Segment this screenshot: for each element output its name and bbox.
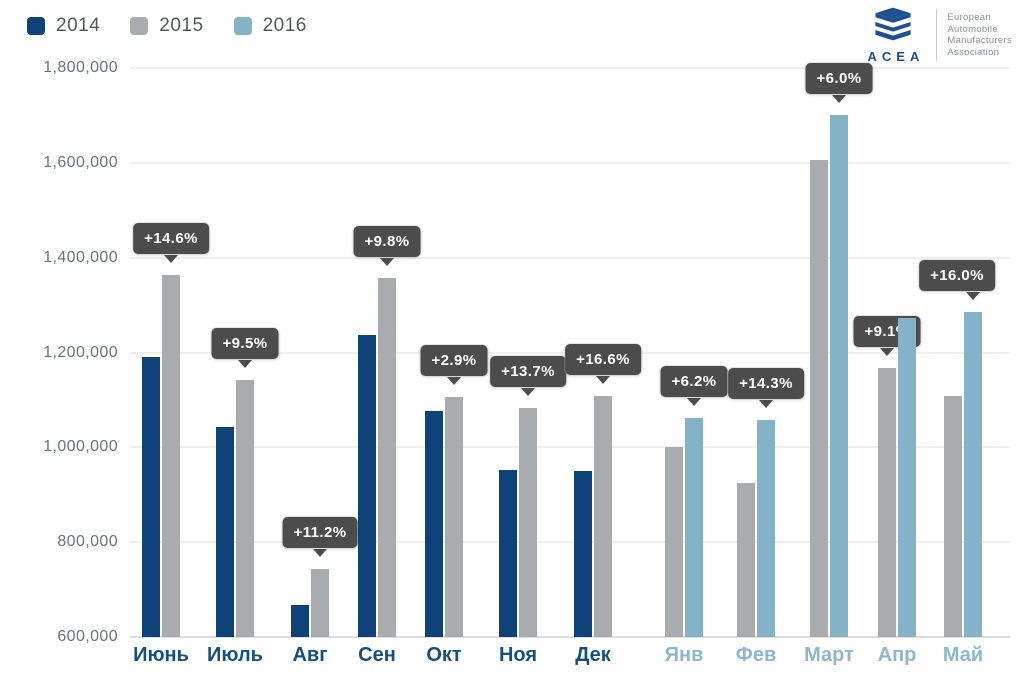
change-tooltip: +14.3% xyxy=(728,368,804,400)
y-tick-label: 600,000 xyxy=(57,628,118,645)
change-tooltip: +9.5% xyxy=(211,328,279,360)
bar-Апр-2016[interactable] xyxy=(898,317,916,637)
y-tick-label: 1,800,000 xyxy=(43,59,118,76)
logo-divider xyxy=(936,9,938,61)
tooltip-pointer xyxy=(164,254,178,263)
change-tooltip: +11.2% xyxy=(282,517,358,549)
bar-Март-2015[interactable] xyxy=(810,160,828,637)
acea-full-name: European Automobile Manufacturers Associ… xyxy=(947,12,1012,58)
x-axis-label-Фев: Фев xyxy=(735,644,777,666)
bar-Май-2015[interactable] xyxy=(944,396,962,637)
acea-logo: ACEA European Automobile Manufacturers A… xyxy=(863,6,1012,64)
legend-item-2015[interactable]: 2015 xyxy=(130,15,203,37)
tooltip-pointer xyxy=(832,94,846,103)
y-tick-label: 800,000 xyxy=(57,533,118,551)
bar-Окт-2015[interactable] xyxy=(445,396,463,637)
y-tick-label: 1,400,000 xyxy=(43,248,118,266)
tooltip-pointer xyxy=(447,376,461,385)
change-tooltip: +6.2% xyxy=(660,365,728,397)
tooltip-pointer xyxy=(880,348,894,357)
logo-name-line: European xyxy=(947,12,991,23)
x-axis-label-Ноя: Ноя xyxy=(498,644,538,666)
chart-legend: 2014 2015 2016 xyxy=(27,15,307,37)
tooltip-pointer xyxy=(966,292,980,301)
x-axis-label-Авг: Авг xyxy=(292,644,328,666)
grid-line xyxy=(130,541,1010,544)
tooltip-pointer xyxy=(238,360,252,369)
y-tick-label: 1,200,000 xyxy=(43,343,118,361)
change-tooltip: +16.0% xyxy=(919,260,995,292)
tooltip-pointer xyxy=(313,549,327,558)
grid-line xyxy=(130,67,1010,69)
logo-name-line: Manufacturers xyxy=(947,35,1012,46)
bar-Дек-2014[interactable] xyxy=(574,470,592,637)
bar-Дек-2015[interactable] xyxy=(594,395,612,637)
tooltip-pointer xyxy=(521,387,535,396)
x-axis-label-Май: Май xyxy=(942,644,984,666)
bar-Янв-2016[interactable] xyxy=(685,417,703,637)
acea-logo-mark: ACEA xyxy=(863,6,925,64)
x-axis-label-Июнь: Июнь xyxy=(133,644,189,666)
x-axis-label-Июль: Июль xyxy=(207,644,263,666)
legend-swatch xyxy=(130,17,149,35)
y-tick-label: 1,600,000 xyxy=(43,153,118,171)
x-axis-label-Март: Март xyxy=(804,644,854,666)
legend-label: 2016 xyxy=(262,15,307,36)
bar-Июнь-2014[interactable] xyxy=(142,357,160,637)
bar-Янв-2015[interactable] xyxy=(665,447,683,637)
acea-logo-text: ACEA xyxy=(867,49,925,64)
bar-Ноя-2014[interactable] xyxy=(499,469,517,637)
bar-Июнь-2015[interactable] xyxy=(162,274,180,637)
grid-line xyxy=(130,636,1010,638)
change-tooltip: +16.6% xyxy=(565,343,641,375)
bar-Фев-2016[interactable] xyxy=(757,420,775,637)
bar-Ноя-2015[interactable] xyxy=(519,407,537,637)
legend-item-2014[interactable]: 2014 xyxy=(27,15,100,37)
change-tooltip: +2.9% xyxy=(420,344,488,376)
grid-line xyxy=(130,161,1010,164)
change-tooltip: +13.7% xyxy=(490,355,566,387)
bar-Март-2016[interactable] xyxy=(830,114,848,637)
tooltip-pointer xyxy=(596,375,610,384)
tooltip-pointer xyxy=(380,257,394,266)
x-axis-label-Окт: Окт xyxy=(426,644,462,666)
legend-label: 2015 xyxy=(159,15,204,36)
grid-line xyxy=(130,446,1010,449)
grid-line xyxy=(130,256,1010,259)
legend-label: 2014 xyxy=(56,15,101,36)
x-axis-label-Дек: Дек xyxy=(575,644,611,666)
tooltip-pointer xyxy=(687,397,701,406)
legend-item-2016[interactable]: 2016 xyxy=(233,15,307,37)
x-axis-label-Сен: Сен xyxy=(358,644,396,666)
bar-Авг-2014[interactable] xyxy=(291,604,309,637)
bar-Авг-2015[interactable] xyxy=(311,569,329,637)
bar-Сен-2015[interactable] xyxy=(378,277,396,637)
bar-Фев-2015[interactable] xyxy=(737,482,755,637)
change-tooltip: +9.8% xyxy=(353,225,421,257)
legend-swatch xyxy=(27,17,45,35)
logo-name-line: Automobile xyxy=(947,23,998,35)
bar-Июль-2014[interactable] xyxy=(216,427,234,637)
y-tick-label: 1,000,000 xyxy=(43,438,118,456)
bar-Окт-2014[interactable] xyxy=(425,411,443,637)
tooltip-pointer xyxy=(759,400,773,409)
bar-Май-2016[interactable] xyxy=(964,312,982,637)
logo-name-line: Association xyxy=(947,46,1000,58)
change-tooltip: +14.6% xyxy=(133,222,209,254)
bar-Апр-2015[interactable] xyxy=(878,368,896,637)
bar-Июль-2015[interactable] xyxy=(236,380,254,637)
change-tooltip: +6.0% xyxy=(805,62,873,94)
legend-swatch xyxy=(233,17,252,35)
x-axis-label-Апр: Апр xyxy=(877,644,917,666)
bar-Сен-2014[interactable] xyxy=(358,334,376,637)
x-axis-label-Янв: Янв xyxy=(664,644,704,666)
acea-stack-icon xyxy=(875,7,912,41)
